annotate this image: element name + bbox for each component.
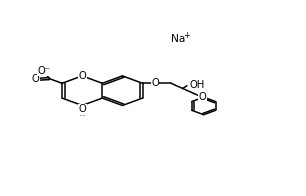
Text: O⁻: O⁻ <box>37 66 50 76</box>
Text: O: O <box>78 71 86 81</box>
Text: O: O <box>78 104 86 114</box>
Text: O: O <box>151 78 159 88</box>
Text: Na: Na <box>171 34 185 44</box>
Text: O: O <box>32 74 39 84</box>
Text: OH: OH <box>190 80 205 90</box>
Text: O: O <box>199 92 206 102</box>
Text: +: + <box>183 31 190 40</box>
